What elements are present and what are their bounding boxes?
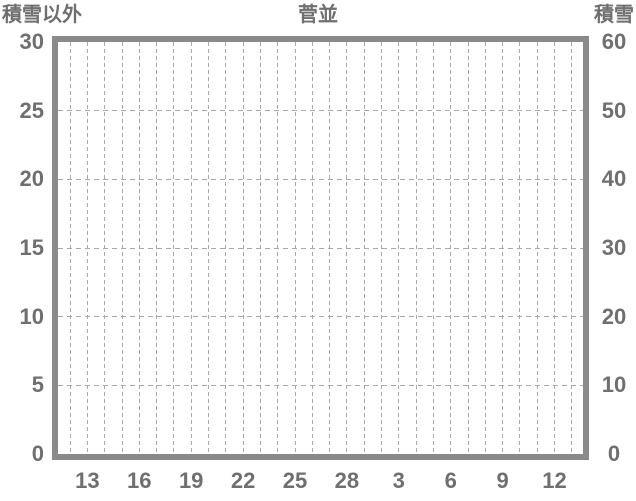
x-tick-label: 9 (496, 468, 509, 493)
x-tick-label: 28 (334, 468, 360, 493)
y-left-tick-label: 0 (31, 441, 44, 466)
left-axis-title: 積雪以外 (2, 4, 82, 26)
y-right-tick-label: 0 (607, 441, 621, 466)
horizontal-gridline (58, 384, 583, 386)
horizontal-gridline (58, 316, 583, 318)
horizontal-gridline (58, 178, 583, 180)
y-left-tick-label: 20 (19, 166, 44, 192)
x-tick-label: 12 (542, 468, 567, 493)
y-right-tick-label: 20 (601, 303, 627, 329)
y-left-tick-label: 30 (19, 29, 44, 54)
y-right-tick-label: 40 (601, 166, 627, 192)
y-left-tick-label: 25 (19, 97, 44, 123)
x-tick-label: 22 (230, 468, 256, 493)
x-tick-label: 16 (127, 468, 152, 493)
x-tick-label: 3 (392, 468, 405, 493)
horizontal-gridline (58, 110, 583, 112)
y-left-tick-label: 5 (31, 372, 44, 398)
x-tick-label: 13 (75, 468, 100, 493)
y-left-tick-label: 10 (19, 303, 44, 329)
x-tick-label: 19 (178, 468, 204, 493)
plot-area (52, 36, 589, 460)
x-tick-label: 25 (282, 468, 308, 493)
x-tick-label: 6 (444, 468, 457, 493)
y-right-tick-label: 10 (601, 372, 627, 398)
chart-title: 菅並 (298, 4, 338, 26)
y-right-tick-label: 60 (601, 29, 627, 54)
y-right-tick-label: 50 (601, 97, 627, 123)
y-left-tick-label: 15 (19, 235, 44, 260)
horizontal-gridline (58, 247, 583, 249)
right-axis-title: 積雪 (594, 4, 634, 26)
y-right-tick-label: 30 (601, 235, 627, 260)
